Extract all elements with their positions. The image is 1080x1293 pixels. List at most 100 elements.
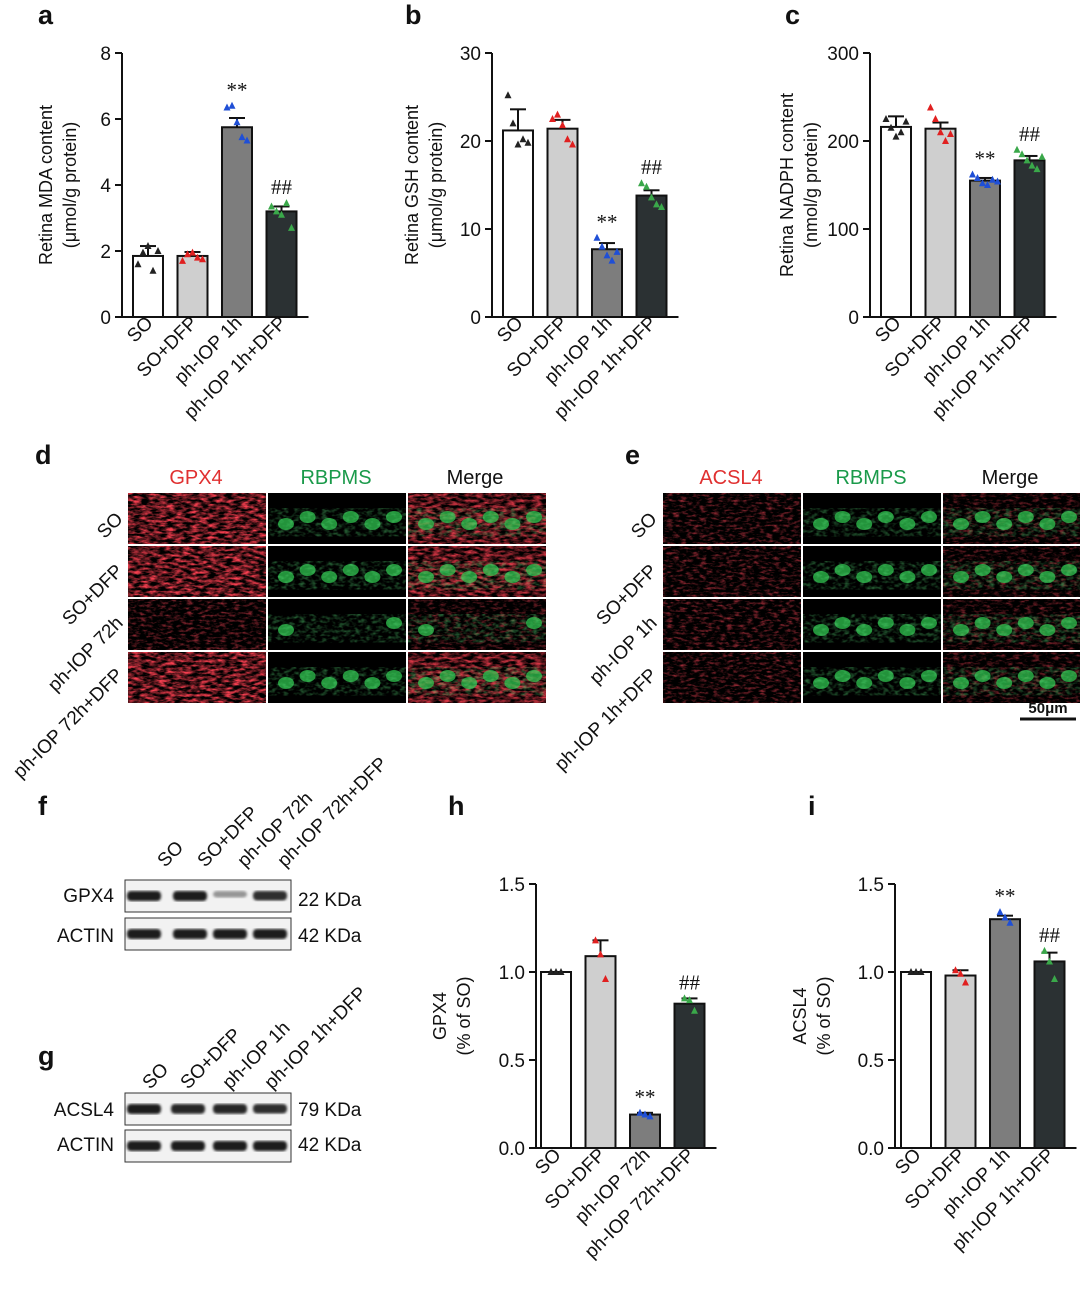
data-point [892, 132, 900, 140]
blot-g-strips [124, 1092, 292, 1163]
significance-label: ** [227, 78, 248, 102]
panel-letter-e: e [625, 440, 640, 470]
data-point [1018, 150, 1026, 158]
bar [221, 126, 253, 318]
green-signal [803, 561, 941, 590]
data-point [962, 978, 969, 986]
y-tick-label: 20 [460, 132, 481, 153]
green-signal [408, 614, 546, 643]
y-tick-label: 0 [470, 308, 481, 329]
y-tick-label: 1.5 [858, 875, 884, 896]
band-name-g-1: ACSL4 [54, 1100, 115, 1121]
data-point [243, 136, 251, 144]
data-point [552, 968, 560, 975]
data-point [278, 210, 285, 218]
blot-band [171, 1104, 205, 1114]
blot-band [173, 891, 207, 901]
data-point [238, 133, 246, 141]
data-point [897, 128, 905, 136]
y-tick-label: 200 [827, 132, 859, 153]
y-tick-label: 0.5 [858, 1051, 884, 1072]
data-point [1028, 161, 1036, 169]
category-label: SO [891, 1145, 925, 1179]
data-point [233, 118, 241, 126]
data-point [194, 253, 201, 261]
data-point [648, 193, 655, 201]
data-point [917, 968, 925, 975]
bar [944, 974, 977, 1150]
y-axis-label-line2: (μmol/g protein) [60, 122, 80, 248]
data-point [1046, 957, 1053, 965]
bar [924, 127, 957, 318]
channel-label-rbpms: RBPMS [300, 467, 371, 489]
data-point [979, 179, 986, 187]
data-point [134, 260, 142, 268]
bar [629, 1113, 661, 1150]
y-tick-label: 30 [460, 44, 481, 65]
y-axis-label-line2: (nmol/g protein) [801, 122, 821, 248]
western-blot-f: SO SO+DFP ph-IOP 72h ph-IOP 72h+DFP GPX4… [57, 753, 392, 951]
y-axis-label-line1: Retina GSH content [402, 105, 422, 265]
panel-letter-c: c [785, 0, 800, 30]
data-point [927, 103, 934, 111]
data-point [149, 266, 157, 274]
channel-label-gpx4: GPX4 [169, 467, 222, 489]
significance-label: ## [1019, 122, 1041, 146]
data-point [519, 135, 527, 143]
data-point [952, 966, 959, 974]
green-signal [268, 614, 406, 643]
significance-label: ** [995, 884, 1016, 908]
data-point [681, 994, 688, 1002]
data-point [554, 110, 561, 118]
bar [1013, 159, 1046, 318]
green-signal [803, 614, 941, 643]
y-tick-label: 1.0 [499, 963, 525, 984]
chart-c-nadph: 0 100 200 300 Retina NADPH content (nmol/g pr… [777, 44, 1057, 423]
y-axis-label-line1: GPX4 [430, 992, 450, 1040]
green-signal [408, 561, 546, 590]
panel-letter-b: b [405, 0, 422, 30]
blot-band [127, 891, 161, 901]
data-point [557, 968, 565, 975]
row-label-d-1: SO [93, 509, 127, 543]
data-point [1006, 918, 1014, 926]
blot-band [253, 891, 287, 901]
data-point [613, 247, 621, 255]
data-point [957, 969, 964, 977]
data-point [653, 200, 660, 208]
data-point [974, 173, 981, 181]
data-point [984, 181, 991, 188]
bar [989, 918, 1021, 1150]
blot-band [171, 1141, 205, 1151]
panel-letter-d: d [35, 440, 52, 470]
data-point [189, 248, 196, 256]
data-point [638, 179, 645, 187]
data-point [569, 140, 576, 148]
data-point [691, 1006, 698, 1014]
channel-label-merge-e: Merge [982, 467, 1039, 489]
blot-band [213, 1104, 247, 1114]
band-kda-g-2: 42 KDa [298, 1135, 362, 1156]
data-point [288, 223, 295, 231]
red-signal [128, 546, 266, 597]
data-point [907, 968, 915, 975]
y-tick-label: 0.0 [858, 1139, 884, 1160]
data-point [902, 117, 910, 125]
panel-letter-a: a [38, 0, 54, 30]
significance-label: ** [635, 1085, 656, 1109]
red-signal [663, 493, 801, 544]
significance-label: ## [679, 970, 701, 994]
data-point [1023, 156, 1031, 164]
green-signal [268, 667, 406, 696]
panel-letter-f: f [38, 791, 48, 821]
data-point [592, 936, 599, 944]
y-tick-label: 1.5 [499, 875, 525, 896]
data-point [643, 182, 650, 190]
band-name-f-1: GPX4 [63, 886, 114, 907]
data-point [994, 177, 1001, 185]
data-point [636, 1108, 644, 1116]
band-name-g-2: ACTIN [57, 1135, 114, 1156]
green-signal [943, 667, 1080, 696]
